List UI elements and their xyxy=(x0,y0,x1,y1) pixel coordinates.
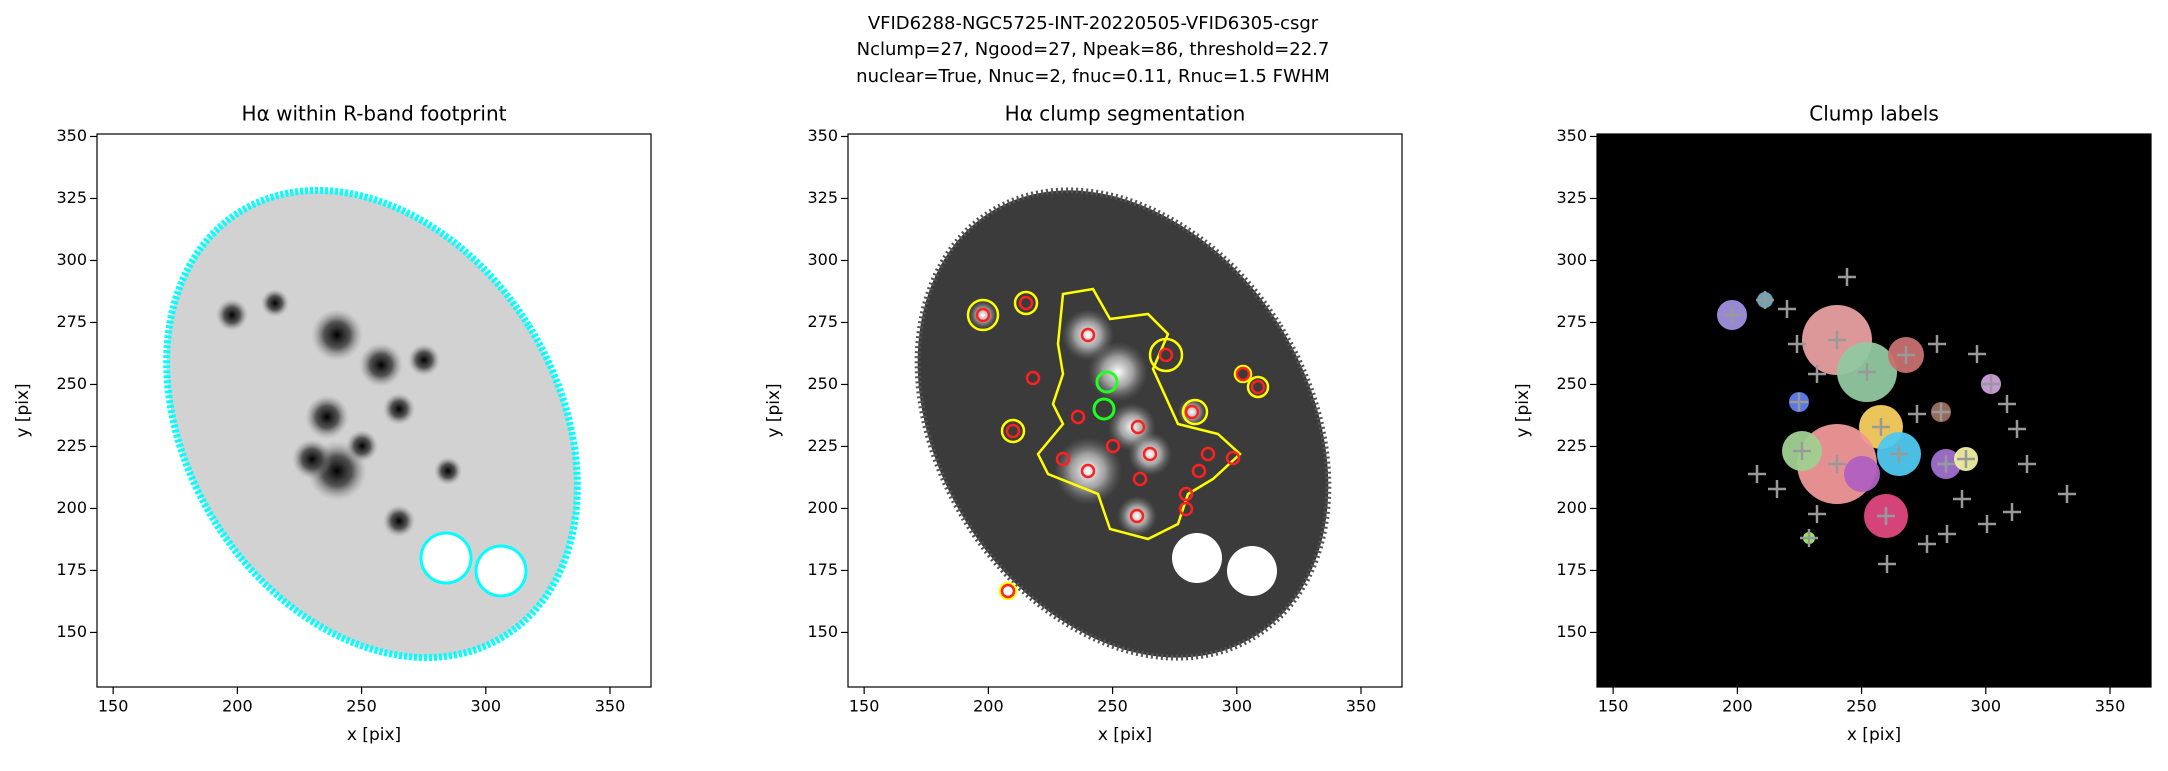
y-tick-label: 150 xyxy=(1556,622,1587,641)
axes-frame xyxy=(96,133,652,688)
x-tick-label: 200 xyxy=(973,697,1004,716)
y-tick-label: 275 xyxy=(56,312,87,331)
axes-title: Hα within R-band footprint xyxy=(242,102,507,126)
x-tick-label: 150 xyxy=(98,697,129,716)
y-tick-label: 200 xyxy=(56,498,87,517)
x-tick-label: 300 xyxy=(471,697,502,716)
x-tick-label: 150 xyxy=(849,697,880,716)
y-tick-label: 350 xyxy=(807,126,838,145)
x-tick-label: 200 xyxy=(222,697,253,716)
y-tick-label: 325 xyxy=(1556,188,1587,207)
y-tick-label: 250 xyxy=(807,374,838,393)
image xyxy=(97,134,651,687)
y-tick-label: 150 xyxy=(807,622,838,641)
x-tick-label: 250 xyxy=(1097,697,1128,716)
axes-title: Hα clump segmentation xyxy=(1005,102,1246,126)
y-tick-label: 225 xyxy=(807,436,838,455)
suptitle: Nclump=27, Ngood=27, Npeak=86, threshold… xyxy=(857,39,1330,60)
x-tick-label: 300 xyxy=(1971,697,2002,716)
y-tick-label: 150 xyxy=(56,622,87,641)
y-tick-label: 275 xyxy=(807,312,838,331)
image xyxy=(1597,134,2151,687)
y-tick-label: 175 xyxy=(1556,560,1587,579)
x-tick-label: 250 xyxy=(1846,697,1877,716)
y-tick-label: 200 xyxy=(1556,498,1587,517)
x-axis-label: x [pix] xyxy=(1098,725,1152,745)
y-tick-label: 250 xyxy=(1556,374,1587,393)
y-tick-label: 275 xyxy=(1556,312,1587,331)
y-axis-label: y [pix] xyxy=(1513,383,1533,437)
x-tick-label: 150 xyxy=(1598,697,1629,716)
y-tick-label: 175 xyxy=(56,560,87,579)
axes-frame xyxy=(847,133,1403,688)
y-tick-label: 175 xyxy=(807,560,838,579)
y-tick-label: 225 xyxy=(56,436,87,455)
y-tick-label: 300 xyxy=(807,250,838,269)
x-tick-label: 350 xyxy=(2095,697,2126,716)
y-axis-label: y [pix] xyxy=(764,383,784,437)
x-tick-label: 350 xyxy=(595,697,626,716)
suptitle: nuclear=True, Nnuc=2, fnuc=0.11, Rnuc=1.… xyxy=(856,66,1330,87)
x-tick-label: 350 xyxy=(1346,697,1377,716)
y-tick-label: 325 xyxy=(56,188,87,207)
y-tick-label: 200 xyxy=(807,498,838,517)
y-axis-label: y [pix] xyxy=(13,383,33,437)
axes-frame xyxy=(1596,133,2152,688)
x-axis-label: x [pix] xyxy=(1847,725,1901,745)
image xyxy=(848,134,1402,687)
y-tick-label: 225 xyxy=(1556,436,1587,455)
x-tick-label: 200 xyxy=(1722,697,1753,716)
y-tick-label: 300 xyxy=(56,250,87,269)
y-tick-label: 350 xyxy=(1556,126,1587,145)
x-tick-label: 300 xyxy=(1222,697,1253,716)
suptitle: VFID6288-NGC5725-INT-20220505-VFID6305-c… xyxy=(868,13,1319,34)
x-tick-label: 250 xyxy=(346,697,377,716)
y-tick-label: 250 xyxy=(56,374,87,393)
y-tick-label: 300 xyxy=(1556,250,1587,269)
x-axis-label: x [pix] xyxy=(347,725,401,745)
y-tick-label: 350 xyxy=(56,126,87,145)
y-tick-label: 325 xyxy=(807,188,838,207)
axes-title: Clump labels xyxy=(1809,102,1939,126)
